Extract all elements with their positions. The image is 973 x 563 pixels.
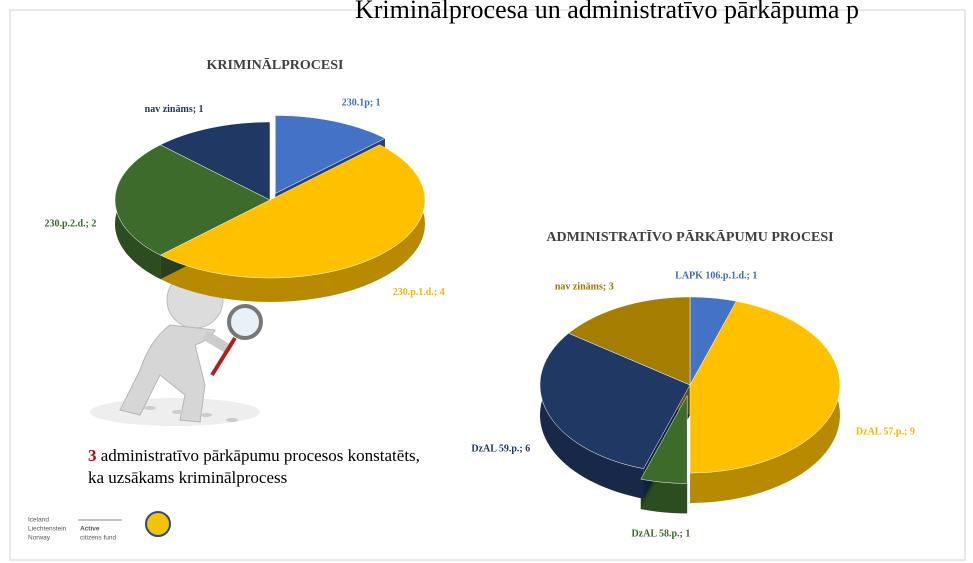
slice <box>114 144 271 256</box>
pie-chart: KRIMINĀLPROCESI 230.1p; 1 230.p.1.d.; 4 230… <box>44 57 445 302</box>
data-label: DzAL 59.p.; 6 <box>471 443 530 454</box>
slice-side <box>540 333 644 499</box>
data-label: nav zināms; 3 <box>555 281 614 292</box>
chart-title: ADMINISTRATĪVO PĀRKĀPUMU PROCESI <box>546 229 833 245</box>
data-label: 230.1p; 1 <box>342 98 381 109</box>
slide-title: Kriminālprocesa un administratīvo pārkāp… <box>355 0 859 24</box>
logo-text: Active <box>80 526 100 533</box>
logo-text: citizens fund <box>80 535 117 542</box>
logo-text: Liechtenstein <box>28 526 67 533</box>
pie-chart: ADMINISTRATĪVO PĀRKĀPUMU PROCESI LAPK 106… <box>471 229 915 539</box>
slice <box>689 296 737 386</box>
slice <box>568 296 691 386</box>
data-label: nav zināms; 1 <box>145 104 204 115</box>
caption-highlight: 3 <box>88 446 97 465</box>
logo: Iceland Liechtenstein Norway Active citi… <box>28 511 171 542</box>
slice <box>640 394 688 484</box>
data-label: 230.p.1.d.; 4 <box>393 287 445 298</box>
logo-text: Norway <box>28 535 51 542</box>
slice <box>275 115 386 194</box>
data-label: DzAL 58.p.; 1 <box>631 528 690 539</box>
chart-title: KRIMINĀLPROCESI <box>207 57 344 73</box>
caption-line: ka uzsākams kriminālprocess <box>88 468 287 487</box>
data-label: DzAL 57.p.; 9 <box>856 427 915 438</box>
slice <box>159 121 271 201</box>
caption-text: administratīvo pārkāpumu procesos konsta… <box>101 446 420 465</box>
data-label: 230.p.2.d.; 2 <box>44 218 96 229</box>
magnifier-figure <box>90 271 263 426</box>
slice <box>539 332 691 469</box>
data-label: LAPK 106.p.1.d.; 1 <box>675 271 757 282</box>
logo-text: Iceland <box>28 517 49 524</box>
slice <box>159 144 426 279</box>
slice <box>689 301 841 474</box>
caption-line: 3 administratīvo pārkāpumu procesos kons… <box>88 446 420 465</box>
